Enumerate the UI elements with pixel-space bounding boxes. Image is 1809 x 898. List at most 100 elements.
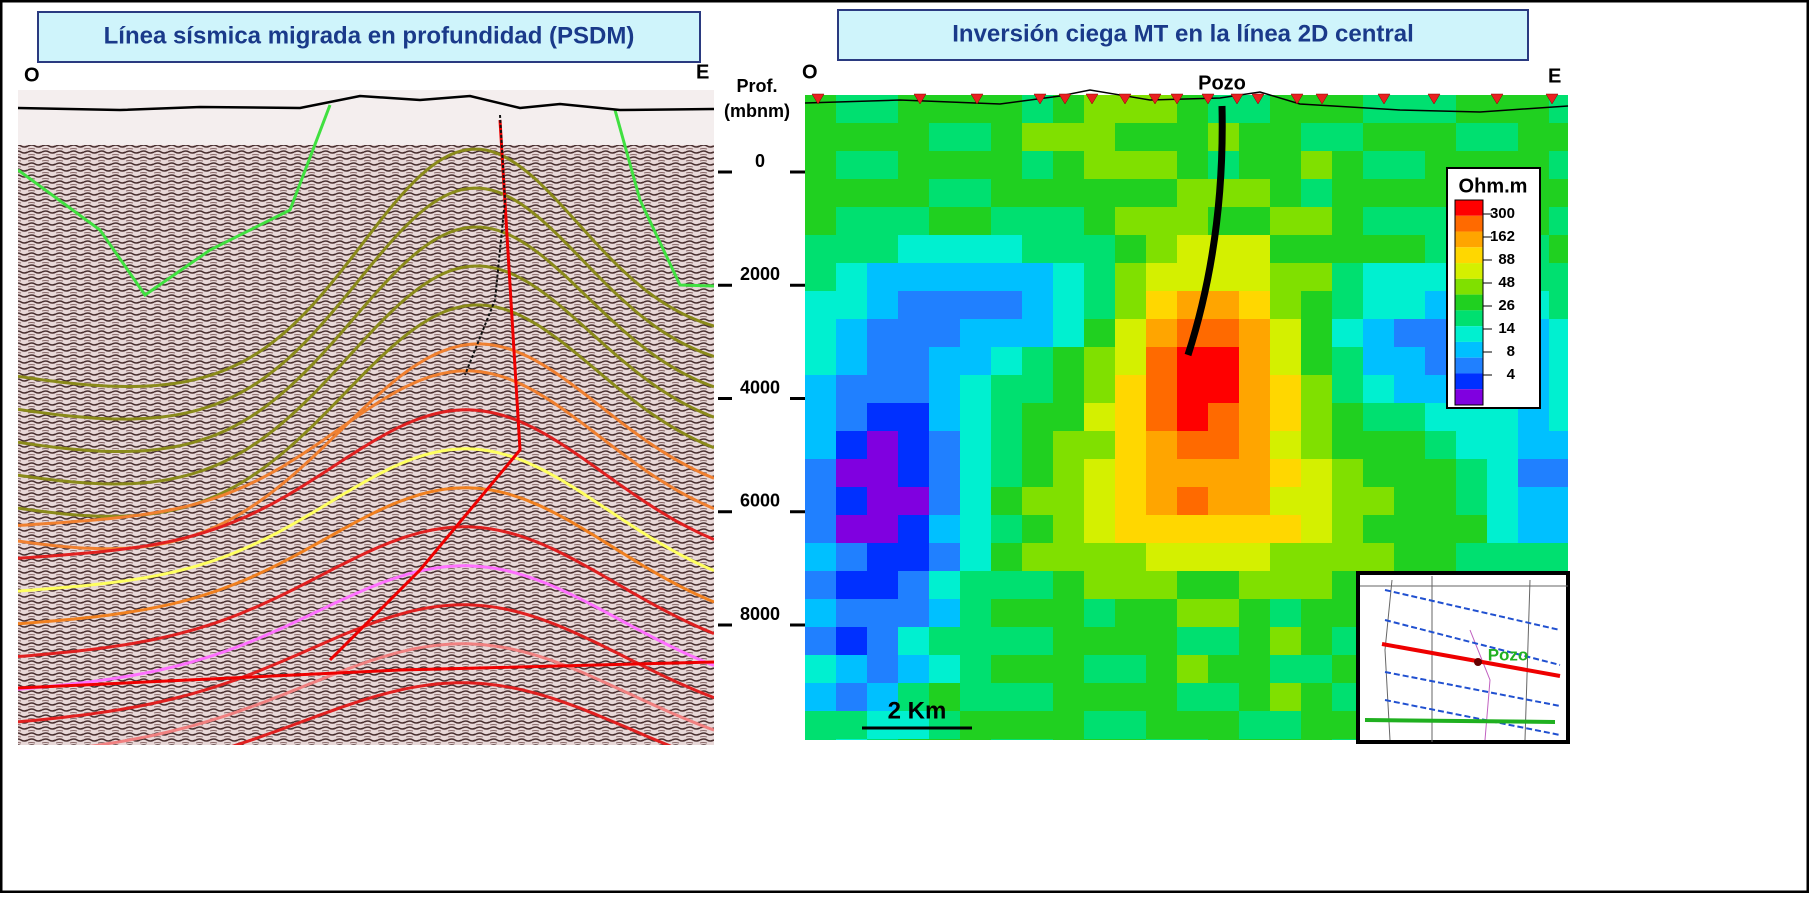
grid-cell bbox=[805, 151, 836, 179]
grid-cell bbox=[1053, 655, 1084, 683]
grid-cell bbox=[1332, 431, 1363, 459]
grid-cell bbox=[960, 319, 991, 347]
grid-cell bbox=[1022, 347, 1053, 375]
grid-cell bbox=[1363, 375, 1394, 403]
grid-cell bbox=[1053, 207, 1084, 235]
grid-cell bbox=[1239, 711, 1270, 739]
axis-label: Prof. bbox=[736, 76, 777, 96]
grid-cell bbox=[1084, 319, 1115, 347]
grid-cell bbox=[1549, 319, 1568, 347]
grid-cell bbox=[1115, 375, 1146, 403]
grid-cell bbox=[1332, 543, 1363, 571]
grid-cell bbox=[1115, 655, 1146, 683]
grid-cell bbox=[1115, 487, 1146, 515]
grid-cell bbox=[1394, 95, 1425, 123]
color-swatch bbox=[1455, 357, 1483, 374]
grid-cell bbox=[1022, 319, 1053, 347]
well bbox=[464, 114, 507, 376]
grid-cell bbox=[836, 459, 867, 487]
grid-cell bbox=[929, 235, 960, 263]
grid-cell bbox=[1239, 571, 1270, 599]
colorbar: Ohm.m 300 162 88 48 26 14 8 4 bbox=[1446, 167, 1541, 409]
station bbox=[1085, 93, 1099, 105]
grid-cell bbox=[929, 487, 960, 515]
grid-cell bbox=[1053, 347, 1084, 375]
grid-cell bbox=[1146, 207, 1177, 235]
map-well-label: Pozo bbox=[1488, 645, 1529, 664]
grid-cell bbox=[1146, 347, 1177, 375]
grid-cell bbox=[1177, 179, 1208, 207]
grid-cell bbox=[1456, 515, 1487, 543]
grid-cell bbox=[929, 655, 960, 683]
grid-cell bbox=[1456, 123, 1487, 151]
grid-cell bbox=[1301, 291, 1332, 319]
grid-cell bbox=[805, 515, 836, 543]
grid-cell bbox=[1084, 515, 1115, 543]
grid-cell bbox=[1146, 487, 1177, 515]
grid-cell bbox=[1146, 683, 1177, 711]
grid-cell bbox=[1177, 711, 1208, 739]
grid-cell bbox=[1177, 739, 1208, 740]
grid-cell bbox=[1518, 459, 1549, 487]
station bbox=[1545, 93, 1559, 105]
grid-cell bbox=[991, 291, 1022, 319]
grid-cell bbox=[867, 487, 898, 515]
grid-cell bbox=[1363, 207, 1394, 235]
tick-label: 4000 bbox=[740, 377, 780, 397]
grid-cell bbox=[1239, 263, 1270, 291]
grid-cell bbox=[1332, 123, 1363, 151]
color-swatch bbox=[1455, 231, 1483, 248]
grid-cell bbox=[1487, 123, 1518, 151]
color-swatch bbox=[1455, 247, 1483, 264]
grid-cell bbox=[1115, 627, 1146, 655]
grid-cell bbox=[1270, 291, 1301, 319]
color-swatch bbox=[1455, 373, 1483, 390]
grid-cell bbox=[1301, 571, 1332, 599]
colorbar-label: 88 bbox=[1498, 251, 1515, 268]
grid-cell bbox=[1146, 711, 1177, 739]
grid-cell bbox=[1053, 683, 1084, 711]
grid-cell bbox=[836, 543, 867, 571]
grid-cell bbox=[960, 179, 991, 207]
grid-cell bbox=[991, 487, 1022, 515]
grid-cell bbox=[960, 459, 991, 487]
color-swatch bbox=[1455, 389, 1483, 405]
grid-cell bbox=[991, 235, 1022, 263]
grid-cell bbox=[1332, 347, 1363, 375]
grid-cell bbox=[1239, 431, 1270, 459]
grid-cell bbox=[1053, 627, 1084, 655]
grid-cell bbox=[1115, 123, 1146, 151]
grid-cell bbox=[991, 459, 1022, 487]
station bbox=[1427, 93, 1441, 105]
fault bbox=[18, 660, 714, 690]
grid-cell bbox=[1332, 95, 1363, 123]
color-swatch bbox=[1455, 215, 1483, 232]
color-swatch bbox=[1455, 326, 1483, 342]
grid-cell bbox=[1115, 95, 1146, 123]
grid-cell bbox=[1146, 431, 1177, 459]
grid-cell bbox=[867, 95, 898, 123]
grid-cell bbox=[929, 291, 960, 319]
horizon bbox=[18, 486, 714, 626]
grid-cell bbox=[898, 291, 929, 319]
grid-cell bbox=[1363, 431, 1394, 459]
colorbar-label: 300 bbox=[1490, 205, 1515, 222]
grid-cell bbox=[929, 347, 960, 375]
grid-cell bbox=[836, 263, 867, 291]
grid-cell bbox=[867, 291, 898, 319]
grid-cell bbox=[1301, 207, 1332, 235]
grid-cell bbox=[960, 263, 991, 291]
grid-cell bbox=[1208, 711, 1239, 739]
grid-cell bbox=[1239, 599, 1270, 627]
grid-cell bbox=[1022, 599, 1053, 627]
grid-cell bbox=[805, 711, 836, 739]
grid-cell bbox=[1301, 123, 1332, 151]
well-label: Pozo bbox=[1198, 72, 1246, 94]
grid-cell bbox=[929, 319, 960, 347]
grid-cell bbox=[1394, 319, 1425, 347]
grid-cell bbox=[1239, 235, 1270, 263]
grid-cell bbox=[805, 655, 836, 683]
grid-cell bbox=[991, 375, 1022, 403]
grid-cell bbox=[1332, 179, 1363, 207]
